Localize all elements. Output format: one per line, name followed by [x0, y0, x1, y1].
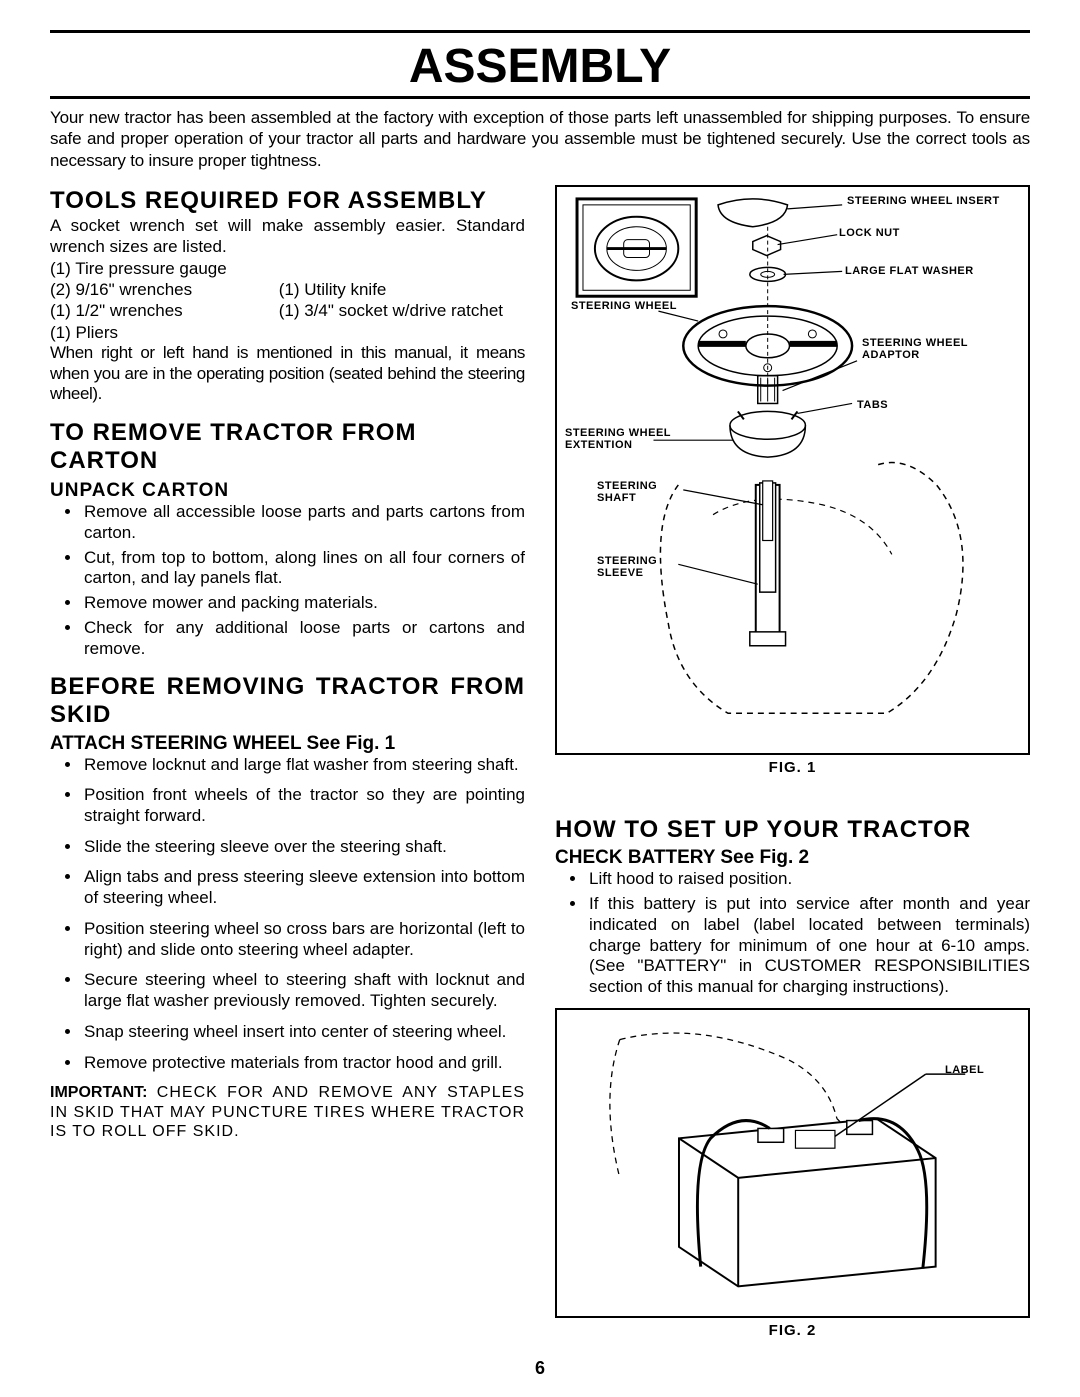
before-heading: BEFORE REMOVING TRACTOR FROM SKID [50, 673, 525, 728]
callout-label: LABEL [945, 1064, 984, 1076]
list-item: Slide the steering sleeve over the steer… [82, 837, 525, 858]
tool-item: (1) Pliers [50, 322, 249, 343]
callout-wheel: STEERING WHEEL [567, 300, 677, 312]
list-item: Remove all accessible loose parts and pa… [82, 502, 525, 543]
figure-1-box: STEERING WHEEL INSERT LOCK NUT LARGE FLA… [555, 185, 1030, 755]
left-column: TOOLS REQUIRED FOR ASSEMBLY A socket wre… [50, 185, 525, 1339]
callout-shaft: STEERING SHAFT [597, 480, 677, 504]
page-title: ASSEMBLY [50, 33, 1030, 96]
check-battery-list: Lift hood to raised position. If this ba… [555, 869, 1030, 997]
callout-sleeve: STEERING SLEEVE [597, 555, 677, 579]
list-item: Position front wheels of the tractor so … [82, 785, 525, 826]
figure-2-box: LABEL [555, 1008, 1030, 1318]
list-item: If this battery is put into service afte… [587, 894, 1030, 998]
callout-locknut: LOCK NUT [839, 227, 900, 239]
intro-text: Your new tractor has been assembled at t… [50, 107, 1030, 171]
list-item: Align tabs and press steering sleeve ext… [82, 867, 525, 908]
callout-insert: STEERING WHEEL INSERT [847, 195, 1000, 207]
callout-washer: LARGE FLAT WASHER [845, 265, 974, 277]
callout-tabs: TABS [857, 399, 888, 411]
callout-adaptor: STEERING WHEEL ADAPTOR [862, 337, 1028, 361]
unpack-heading: UNPACK CARTON [50, 480, 525, 502]
list-item: Snap steering wheel insert into center o… [82, 1022, 525, 1043]
tool-list: (1) Tire pressure gauge (2) 9/16" wrench… [50, 258, 525, 343]
right-column: STEERING WHEEL INSERT LOCK NUT LARGE FLA… [555, 185, 1030, 1339]
list-item: Remove protective materials from tractor… [82, 1053, 525, 1074]
unpack-list: Remove all accessible loose parts and pa… [50, 502, 525, 659]
tool-item: (1) Tire pressure gauge [50, 258, 249, 279]
list-item: Remove locknut and large flat washer fro… [82, 755, 525, 776]
tool-item: (1) 1/2" wrenches [50, 300, 249, 321]
figure-2-caption: FIG. 2 [555, 1322, 1030, 1339]
two-column-layout: TOOLS REQUIRED FOR ASSEMBLY A socket wre… [50, 185, 1030, 1339]
tools-lead: A socket wrench set will make assembly e… [50, 216, 525, 257]
tool-item [279, 258, 525, 279]
figure-2-illustration [557, 1010, 1028, 1316]
tool-item: (2) 9/16" wrenches [50, 279, 249, 300]
attach-wheel-heading: ATTACH STEERING WHEEL See Fig. 1 [50, 733, 525, 755]
figure-1-caption: FIG. 1 [555, 759, 1030, 776]
tool-item [279, 322, 525, 343]
list-item: Cut, from top to bottom, along lines on … [82, 548, 525, 589]
attach-wheel-list: Remove locknut and large flat washer fro… [50, 755, 525, 1074]
check-battery-heading: CHECK BATTERY See Fig. 2 [555, 847, 1030, 869]
remove-heading: TO REMOVE TRACTOR FROM CARTON [50, 419, 525, 474]
list-item: Position steering wheel so cross bars ar… [82, 919, 525, 960]
list-item: Check for any additional loose parts or … [82, 618, 525, 659]
important-label: IMPORTANT: [50, 1084, 147, 1101]
tools-heading: TOOLS REQUIRED FOR ASSEMBLY [50, 187, 525, 215]
list-item: Lift hood to raised position. [587, 869, 1030, 890]
tool-item: (1) Utility knife [279, 279, 525, 300]
list-item: Remove mower and packing materials. [82, 593, 525, 614]
title-underline [50, 96, 1030, 99]
setup-heading: HOW TO SET UP YOUR TRACTOR [555, 816, 1030, 844]
callout-extension: STEERING WHEEL EXTENTION [565, 427, 685, 451]
tools-note: When right or left hand is mentioned in … [50, 343, 525, 405]
page-number: 6 [0, 1358, 1080, 1379]
tool-item: (1) 3/4" socket w/drive ratchet [279, 300, 525, 321]
list-item: Secure steering wheel to steering shaft … [82, 970, 525, 1011]
important-note: IMPORTANT: CHECK FOR AND REMOVE ANY STAP… [50, 1083, 525, 1141]
